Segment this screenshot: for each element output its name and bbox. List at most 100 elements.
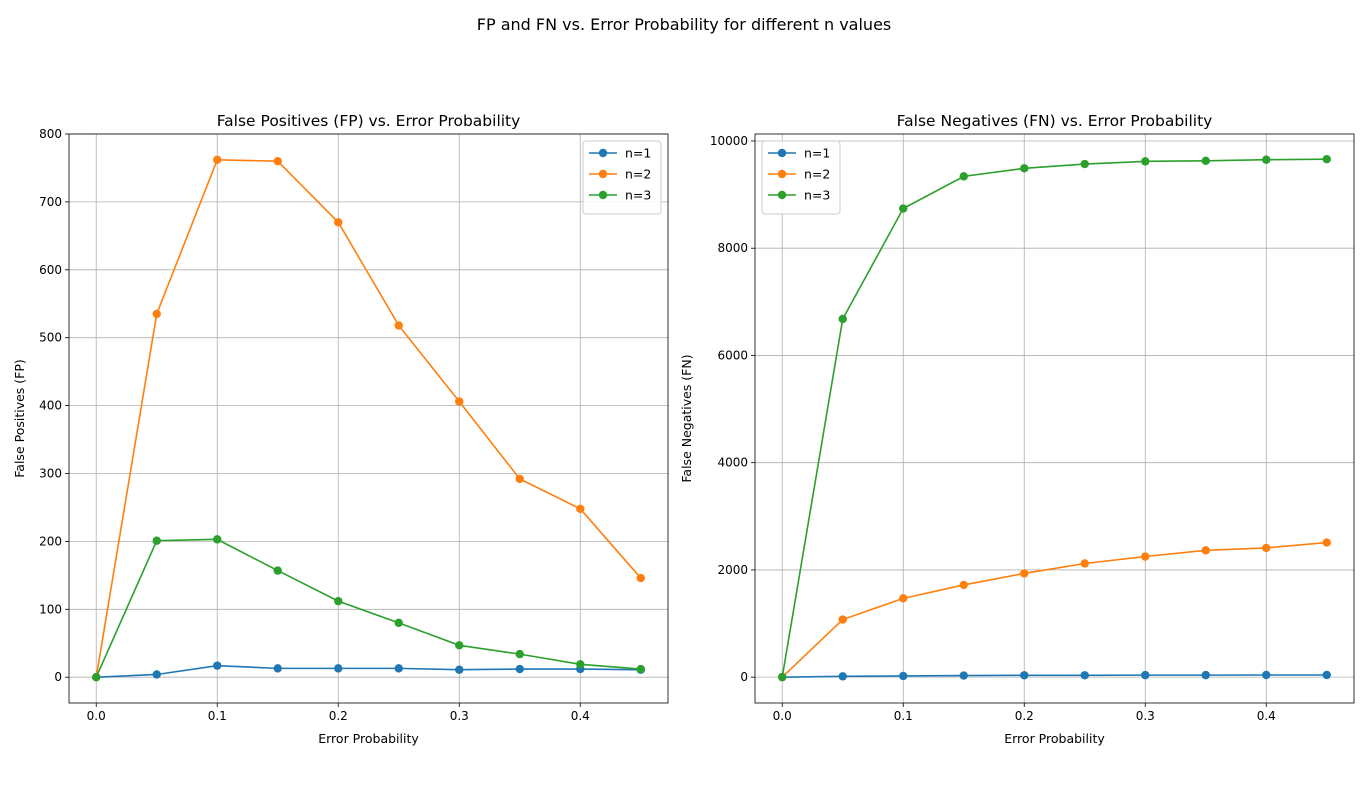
legend-marker-n=2 — [777, 169, 787, 179]
data-point-n=3 — [334, 596, 343, 606]
data-point-n=2 — [334, 218, 343, 227]
data-point-n=2 — [899, 594, 908, 603]
x-axis-label: Error Probability — [318, 731, 419, 746]
data-point-n=2 — [1262, 543, 1271, 553]
legend-marker-n=2 — [598, 169, 608, 179]
data-point-n=3 — [959, 172, 968, 181]
chart-title: False Positives (FP) vs. Error Probabili… — [217, 112, 521, 130]
y-tick-label: 0 — [740, 670, 748, 684]
data-point-n=1 — [838, 672, 847, 681]
data-point-n=3 — [576, 660, 585, 669]
x-tick-label: 0.0 — [773, 709, 792, 723]
x-axis-label: Error Probability — [1004, 731, 1105, 746]
x-tick-label: 0.0 — [87, 709, 106, 723]
data-point-n=3 — [273, 566, 282, 575]
data-point-n=2 — [636, 573, 645, 583]
data-point-n=1 — [334, 664, 343, 673]
data-point-n=1 — [1020, 671, 1029, 680]
y-tick-label: 300 — [39, 466, 62, 480]
data-point-n=1 — [899, 671, 908, 681]
data-point-n=3 — [778, 672, 787, 682]
y-tick-label: 0 — [54, 670, 62, 684]
data-point-n=2 — [152, 309, 161, 319]
data-point-n=2 — [1201, 546, 1210, 555]
data-point-n=3 — [838, 314, 847, 324]
series-line-n=3 — [95, 538, 641, 678]
data-point-n=2 — [1080, 559, 1089, 568]
data-point-n=3 — [1262, 155, 1271, 164]
y-tick-label: 2000 — [717, 563, 748, 577]
x-tick-label: 0.1 — [894, 709, 913, 723]
legend-label-n=2: n=2 — [625, 167, 651, 182]
data-point-n=2 — [394, 321, 403, 330]
data-point-n=3 — [1322, 155, 1331, 164]
data-point-n=2 — [1141, 552, 1150, 561]
data-point-n=2 — [273, 156, 282, 166]
chart-title: False Negatives (FN) vs. Error Probabili… — [897, 112, 1213, 130]
data-point-n=1 — [1080, 671, 1089, 680]
data-point-n=2 — [838, 615, 847, 624]
fn-chart: 0.0 0.1 0.2 0.3 0.4 0 2000 4000 6000 8000 10000 Fal… — [679, 112, 1355, 746]
data-point-n=2 — [1020, 569, 1029, 578]
data-point-n=1 — [152, 670, 161, 679]
legend-marker-n=1 — [598, 148, 608, 158]
data-point-n=3 — [152, 536, 161, 545]
x-tick-label: 0.4 — [571, 709, 590, 723]
y-tick-label: 200 — [39, 534, 62, 548]
data-point-n=2 — [959, 580, 968, 590]
data-point-n=2 — [455, 397, 464, 406]
legend-marker-n=1 — [777, 148, 787, 158]
series-line-n=1 — [782, 674, 1327, 678]
data-point-n=1 — [213, 661, 222, 670]
y-axis-label: False Positives (FP) — [12, 359, 27, 478]
y-axis-label: False Negatives (FN) — [679, 354, 694, 482]
data-point-n=3 — [515, 649, 524, 659]
x-tick-label: 0.4 — [1257, 709, 1276, 723]
data-point-n=1 — [1141, 670, 1150, 680]
data-point-n=3 — [636, 664, 645, 674]
data-point-n=1 — [394, 664, 403, 673]
y-tick-label: 6000 — [717, 348, 748, 362]
data-point-n=3 — [394, 618, 403, 628]
data-point-n=1 — [455, 665, 464, 674]
legend-label-n=1: n=1 — [625, 146, 651, 161]
y-tick-label: 800 — [39, 127, 62, 141]
y-tick-label: 4000 — [717, 456, 748, 470]
data-point-n=2 — [1322, 538, 1331, 547]
data-point-n=2 — [515, 474, 524, 484]
data-point-n=2 — [576, 504, 585, 514]
fp-chart: 0.0 0.1 0.2 0.3 0.4 0 100 200 300 400 500 600 700 800… — [12, 112, 669, 746]
legend-label-n=1: n=1 — [804, 146, 830, 161]
x-tick-label: 0.3 — [1136, 709, 1155, 723]
data-point-n=3 — [1080, 159, 1089, 169]
data-point-n=3 — [899, 204, 908, 213]
data-point-n=3 — [1201, 156, 1210, 166]
series-line-n=1 — [96, 664, 641, 678]
y-tick-label: 500 — [39, 331, 62, 345]
y-tick-label: 400 — [39, 399, 62, 413]
y-tick-label: 10000 — [710, 134, 748, 148]
data-point-n=1 — [515, 664, 524, 674]
y-tick-label: 700 — [39, 195, 62, 209]
axes-frame — [68, 133, 669, 704]
x-tick-label: 0.2 — [329, 709, 348, 723]
data-point-n=1 — [1201, 670, 1210, 680]
series-line-n=2 — [95, 158, 642, 678]
data-point-n=1 — [1262, 670, 1271, 680]
y-tick-label: 600 — [39, 263, 62, 277]
series-line-n=3 — [781, 158, 1327, 678]
data-point-n=1 — [273, 664, 282, 673]
legend-label-n=3: n=3 — [625, 188, 651, 203]
figure-suptitle: FP and FN vs. Error Probability for diff… — [477, 15, 892, 34]
data-point-n=3 — [92, 672, 101, 682]
data-point-n=1 — [1322, 670, 1331, 680]
data-point-n=3 — [455, 641, 464, 650]
data-point-n=1 — [959, 671, 968, 680]
x-tick-label: 0.2 — [1015, 709, 1034, 723]
axes-frame — [754, 133, 1355, 704]
y-tick-label: 100 — [39, 602, 62, 616]
series-line-n=2 — [781, 541, 1327, 678]
data-point-n=2 — [213, 155, 222, 165]
legend-label-n=2: n=2 — [804, 167, 830, 182]
